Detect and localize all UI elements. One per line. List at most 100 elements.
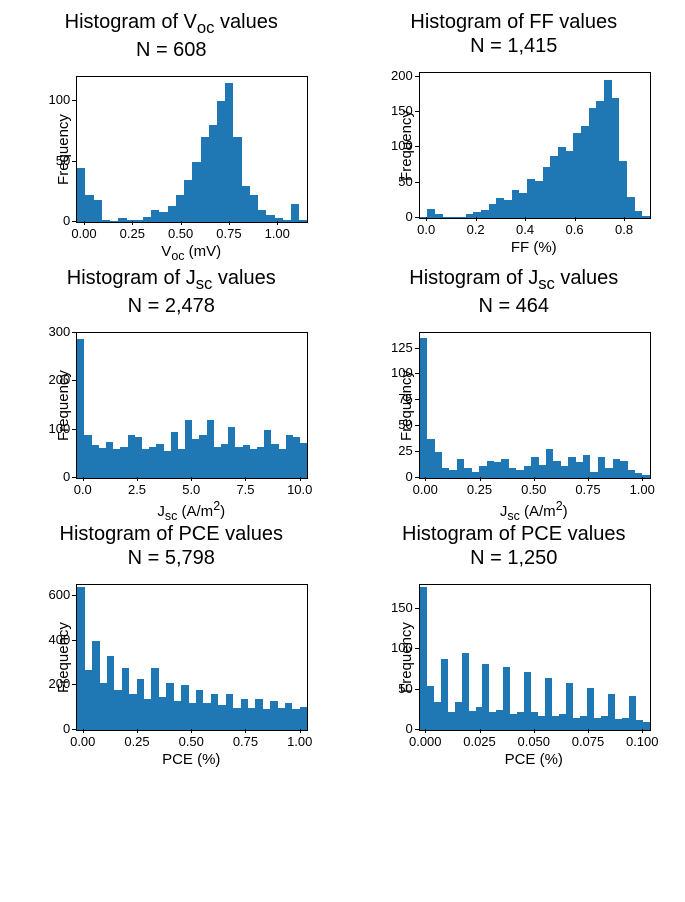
bar: [135, 437, 142, 478]
xtick-label: 0.75: [575, 482, 600, 497]
bar: [587, 688, 594, 730]
bar: [539, 465, 546, 478]
bar: [566, 683, 573, 730]
chart-area-ff: 0501001502000.00.20.40.60.8FrequencyFF (…: [369, 62, 659, 262]
bars-voc: [77, 77, 307, 222]
plot-box-pce_big: [76, 584, 308, 731]
bar: [113, 449, 120, 478]
bar: [85, 670, 92, 730]
bar: [258, 210, 266, 222]
xlabel-voc: Voc (mV): [141, 243, 241, 263]
bar: [77, 168, 85, 222]
bar: [581, 126, 589, 218]
bar: [496, 198, 504, 218]
xtick-mark: [425, 729, 426, 733]
bar: [605, 468, 612, 478]
xtick-mark: [480, 477, 481, 481]
xtick-mark: [277, 221, 278, 225]
xtick-label: 0.25: [467, 482, 492, 497]
chart-area-pce_big: 02004006000.000.250.500.751.00FrequencyP…: [26, 574, 316, 774]
xtick-label: 5.0: [182, 482, 200, 497]
bar: [561, 466, 568, 478]
xtick-label: 0.000: [409, 734, 442, 749]
bar: [450, 217, 458, 218]
bar: [512, 190, 520, 218]
xtick-label: 0.2: [467, 222, 485, 237]
bar: [279, 449, 286, 478]
bar: [84, 435, 91, 479]
bar: [242, 186, 250, 222]
bar: [448, 712, 455, 730]
bar: [85, 195, 93, 222]
ytick-mark: [415, 477, 419, 478]
ytick-mark: [415, 399, 419, 400]
bar: [243, 445, 250, 478]
bar: [168, 206, 176, 222]
xtick-mark: [245, 729, 246, 733]
bar: [516, 470, 523, 478]
xtick-mark: [575, 217, 576, 221]
bar: [601, 716, 608, 731]
bar: [473, 212, 481, 218]
xtick-label: 0.75: [233, 734, 258, 749]
xtick-mark: [132, 221, 133, 225]
xtick-mark: [300, 477, 301, 481]
bar: [635, 211, 643, 218]
xtick-label: 0.6: [566, 222, 584, 237]
ytick-label: 125: [391, 340, 413, 355]
xtick-label: 0.050: [517, 734, 550, 749]
bar: [257, 447, 264, 478]
bar: [270, 701, 277, 730]
bar: [275, 218, 283, 222]
panel-ff: Histogram of FF valuesN = 1,415050100150…: [353, 10, 676, 266]
bar: [590, 472, 597, 478]
ytick-label: 300: [49, 324, 71, 339]
xtick-label: 0.025: [463, 734, 496, 749]
ytick-label: 600: [49, 587, 71, 602]
bar: [501, 459, 508, 478]
ytick-label: 100: [49, 92, 71, 107]
bar: [612, 98, 620, 218]
bar: [128, 435, 135, 479]
bar: [266, 215, 274, 222]
xtick-mark: [84, 221, 85, 225]
bar: [589, 108, 597, 218]
bar: [171, 432, 178, 478]
bar: [481, 210, 489, 218]
ytick-mark: [415, 111, 419, 112]
bar: [524, 466, 531, 478]
xtick-mark: [588, 477, 589, 481]
bar: [92, 445, 99, 478]
bar: [427, 686, 434, 730]
xtick-label: 0.50: [168, 226, 193, 241]
bar: [214, 447, 221, 478]
title-jsc_big: Histogram of Jsc valuesN = 2,478: [67, 266, 276, 318]
xtick-mark: [525, 217, 526, 221]
bar: [613, 459, 620, 478]
bar: [226, 694, 233, 730]
bar: [196, 690, 203, 730]
bar: [286, 435, 293, 479]
bar: [504, 200, 512, 218]
bar: [137, 679, 144, 730]
bar: [166, 683, 173, 730]
bar: [255, 699, 262, 730]
plot-box-jsc_big: [76, 332, 308, 479]
ytick-mark: [72, 100, 76, 101]
ytick-mark: [415, 217, 419, 218]
ytick-mark: [415, 76, 419, 77]
bar: [628, 470, 635, 478]
xtick-mark: [425, 477, 426, 481]
bar: [496, 710, 503, 730]
bar: [457, 459, 464, 478]
ytick-mark: [72, 161, 76, 162]
bar: [164, 451, 171, 478]
bars-jsc_small: [420, 333, 650, 478]
xtick-mark: [245, 477, 246, 481]
bar: [235, 447, 242, 478]
bar: [107, 656, 114, 730]
bar: [151, 668, 158, 730]
bar: [552, 716, 559, 731]
xtick-label: 1.00: [265, 226, 290, 241]
ytick-label: 200: [391, 68, 413, 83]
